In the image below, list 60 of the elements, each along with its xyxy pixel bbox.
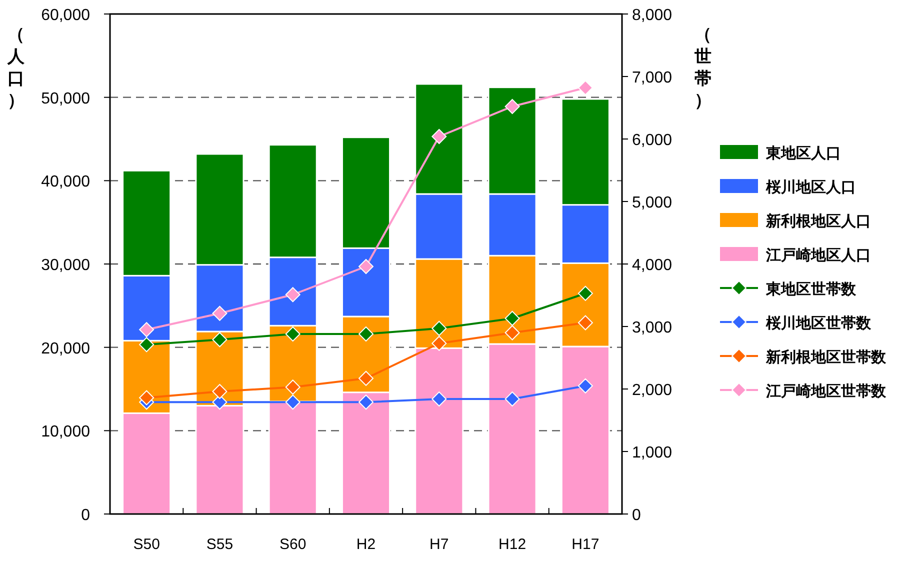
legend-label: 江戸崎地区世帯数 <box>765 382 887 400</box>
x-tick-label: S50 <box>133 536 160 553</box>
point <box>285 394 300 410</box>
point <box>578 286 593 301</box>
y-tick-label: 60,000 <box>41 7 90 24</box>
point <box>432 129 447 144</box>
y2-tick-label: 1,000 <box>632 444 672 462</box>
legend-label: 桜川地区世帯数 <box>765 314 872 332</box>
y-axis-title: （人口） <box>6 25 26 111</box>
point <box>358 370 374 386</box>
y-tick-label: 10,000 <box>41 424 90 441</box>
point <box>139 322 154 338</box>
y2-tick-label: 3,000 <box>632 320 672 336</box>
legend-label: 桜川地区人口 <box>765 178 856 196</box>
y2-tick-label: 5,000 <box>632 194 672 212</box>
point <box>212 394 228 410</box>
y2-tick-label: 6,000 <box>632 132 672 149</box>
point <box>432 336 447 351</box>
x-tick-label: H7 <box>430 536 449 553</box>
point <box>504 392 520 406</box>
point <box>358 259 374 274</box>
x-tick-label: S55 <box>206 536 234 553</box>
point <box>432 320 447 336</box>
y2-tick-label: 0 <box>632 507 641 524</box>
y2-tick-label: 8,000 <box>632 7 672 24</box>
point <box>139 337 154 352</box>
point <box>578 315 593 330</box>
legend-label: 新利根地区世帯数 <box>765 348 887 366</box>
y2-tick-label: 4,000 <box>632 257 672 274</box>
x-tick-label: H12 <box>498 536 526 553</box>
legend-label: 東地区人口 <box>765 144 841 162</box>
legend-label: 江戸崎地区人口 <box>765 246 871 264</box>
point <box>578 378 593 394</box>
y-tick-label: 50,000 <box>41 90 90 108</box>
point <box>504 99 520 114</box>
y2-tick-label: 7,000 <box>632 70 672 86</box>
y-tick-label: 40,000 <box>41 174 90 191</box>
y-tick-label: 20,000 <box>41 340 90 358</box>
point <box>212 384 228 399</box>
legend-label: 東地区世帯数 <box>765 280 857 298</box>
y2-tick-label: 2,000 <box>632 382 672 399</box>
point <box>139 390 154 406</box>
x-tick-label: H17 <box>572 536 600 553</box>
point <box>432 392 447 406</box>
point <box>285 326 300 342</box>
x-tick-label: S60 <box>280 536 306 553</box>
y-tick-label: 0 <box>81 507 90 524</box>
point <box>578 80 593 96</box>
point <box>285 287 300 302</box>
x-tick-label: H2 <box>356 536 376 553</box>
point <box>358 326 374 342</box>
point <box>504 325 520 340</box>
point <box>212 306 228 321</box>
point <box>212 332 228 348</box>
y-tick-label: 30,000 <box>41 257 90 274</box>
point <box>504 310 520 326</box>
point <box>358 394 374 410</box>
legend-label: 新利根地区人口 <box>765 212 871 230</box>
y2-axis-title: （世帯） <box>694 25 712 111</box>
point <box>285 380 300 395</box>
